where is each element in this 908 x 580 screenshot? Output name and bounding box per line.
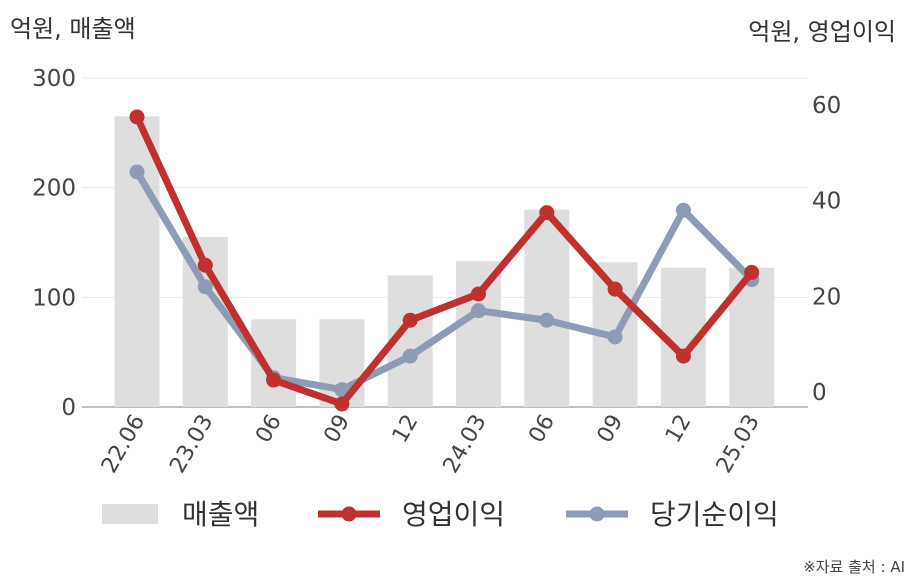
source-note: ※자료 출처 : AI [803,558,905,576]
legend: 매출액 영업이익 당기순이익 [102,498,779,531]
x-tick-label: 06 [251,411,287,448]
data-point [744,264,760,280]
left-tick-label: 0 [61,395,76,421]
data-point [129,164,145,180]
data-point [129,109,145,125]
x-tick-label: 06 [524,411,560,448]
series-line [133,113,756,408]
legend-marker [341,506,357,522]
bar [114,116,160,407]
bar [524,209,570,407]
data-point [334,396,350,412]
data-point [607,281,623,297]
data-point [402,348,418,364]
data-point [539,205,555,221]
legend-swatch [102,504,158,524]
x-tick-label: 09 [319,411,355,448]
data-point [266,372,282,388]
bar [251,319,297,407]
x-tick-label: 25.03 [712,411,765,478]
x-tick-label: 12 [661,411,697,448]
x-tick-label: 24.03 [439,411,492,478]
x-tick-label: 12 [388,411,424,448]
left-tick-label: 200 [32,176,76,202]
series-line [133,168,756,394]
x-tick-label: 09 [593,411,629,448]
data-point [197,257,213,273]
legend-label: 매출액 [182,498,259,531]
data-point [471,303,486,319]
right-tick-label: 60 [812,93,841,119]
data-point [675,202,691,218]
data-point [675,348,691,364]
left-axis-title: 억원, 매출액 [10,15,136,43]
left-tick-label: 300 [32,66,76,92]
legend-label: 영업이익 [402,498,505,531]
legend-label: 당기순이익 [650,498,779,531]
right-tick-label: 0 [812,380,827,406]
line-series [129,109,760,412]
data-point [471,286,486,302]
data-point [197,279,213,295]
legend-marker [589,506,605,522]
right-tick-label: 20 [812,284,841,310]
data-point [334,382,350,398]
bar [456,261,501,407]
data-point [402,312,418,328]
data-point [607,329,623,345]
x-tick-label: 23.03 [165,411,218,478]
right-tick-label: 40 [812,189,841,215]
right-axis-title: 억원, 영업이익 [748,18,896,46]
x-tick-label: 22.06 [97,411,150,478]
x-axis: 22.06 23.03 06 09 12 24.03 06 09 12 25.03 [97,411,765,478]
left-axis-ticks: 0 100 200 300 [32,66,76,421]
bar-series [114,116,775,407]
data-point [539,312,555,328]
right-axis-ticks: 0 20 40 60 [812,93,841,406]
left-tick-label: 100 [32,285,76,311]
